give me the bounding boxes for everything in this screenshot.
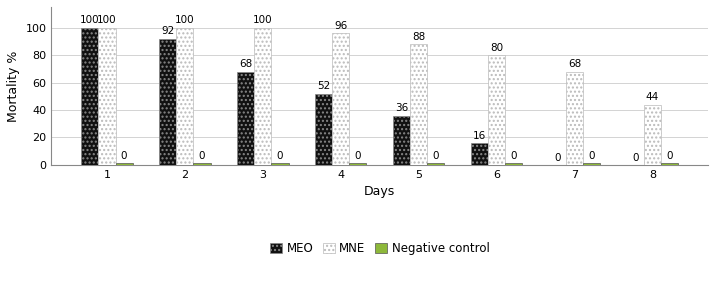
Text: 100: 100 [253, 15, 272, 25]
Text: 0: 0 [121, 151, 127, 161]
Text: 16: 16 [473, 131, 486, 141]
Bar [82, 28, 99, 165]
Legend: MEO, MNE, Negative control: MEO, MNE, Negative control [265, 237, 494, 260]
Text: 100: 100 [175, 15, 194, 25]
Text: 68: 68 [239, 59, 252, 70]
Bar [315, 94, 332, 165]
Bar [159, 38, 177, 165]
Text: 0: 0 [666, 151, 673, 161]
Bar [471, 143, 488, 165]
Bar [644, 104, 661, 165]
Bar [272, 163, 289, 165]
Bar [410, 44, 428, 165]
Bar [177, 28, 194, 165]
Bar [237, 72, 255, 165]
Bar [255, 28, 272, 165]
Bar [99, 28, 116, 165]
Text: 96: 96 [334, 21, 347, 31]
Bar [350, 163, 367, 165]
Text: 0: 0 [632, 153, 638, 163]
Text: 80: 80 [490, 43, 503, 53]
Text: 0: 0 [355, 151, 361, 161]
Text: 0: 0 [554, 153, 561, 163]
Text: 0: 0 [199, 151, 205, 161]
Text: 100: 100 [80, 15, 99, 25]
Bar [566, 72, 583, 165]
Text: 100: 100 [97, 15, 117, 25]
Bar [661, 163, 679, 165]
Text: 0: 0 [511, 151, 517, 161]
Bar [428, 163, 445, 165]
Bar [583, 163, 601, 165]
Text: 0: 0 [588, 151, 595, 161]
Text: 88: 88 [412, 32, 425, 42]
Bar [332, 33, 350, 165]
Text: 36: 36 [395, 103, 408, 113]
Bar [488, 55, 506, 165]
Text: 92: 92 [161, 26, 174, 36]
Text: 52: 52 [317, 81, 330, 91]
Text: 44: 44 [646, 92, 659, 102]
Bar [116, 163, 133, 165]
Bar [393, 115, 410, 165]
Text: 0: 0 [433, 151, 439, 161]
X-axis label: Days: Days [364, 185, 395, 198]
Bar [506, 163, 523, 165]
Text: 0: 0 [277, 151, 283, 161]
Text: 68: 68 [568, 59, 581, 70]
Bar [194, 163, 211, 165]
Y-axis label: Mortality %: Mortality % [7, 50, 20, 122]
